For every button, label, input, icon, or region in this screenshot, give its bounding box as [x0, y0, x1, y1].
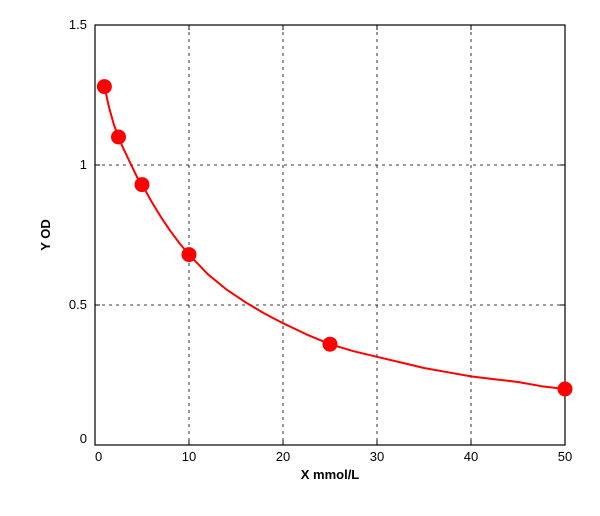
chart-container: 0 10 20 30 40 50 0 0.5 1 1.5 X mmol/L Y OD [0, 0, 600, 516]
ytick-label: 0.5 [69, 297, 87, 312]
chart-svg: 0 10 20 30 40 50 0 0.5 1 1.5 X mmol/L Y OD [0, 0, 600, 516]
ytick-label: 0 [80, 431, 87, 446]
series-marker [558, 382, 572, 396]
ytick-label: 1 [80, 157, 87, 172]
xtick-label: 10 [182, 449, 196, 464]
y-axis-label: Y OD [38, 219, 53, 251]
xtick-label: 40 [464, 449, 478, 464]
x-axis-label: X mmol/L [301, 467, 360, 482]
series-marker [135, 178, 149, 192]
ytick-label: 1.5 [69, 17, 87, 32]
chart-background [0, 0, 600, 516]
series-marker [112, 130, 126, 144]
xtick-label: 30 [370, 449, 384, 464]
series-marker [182, 248, 196, 262]
series-marker [97, 80, 111, 94]
series-marker [323, 337, 337, 351]
xtick-label: 20 [276, 449, 290, 464]
xtick-label: 0 [95, 449, 102, 464]
xtick-label: 50 [558, 449, 572, 464]
